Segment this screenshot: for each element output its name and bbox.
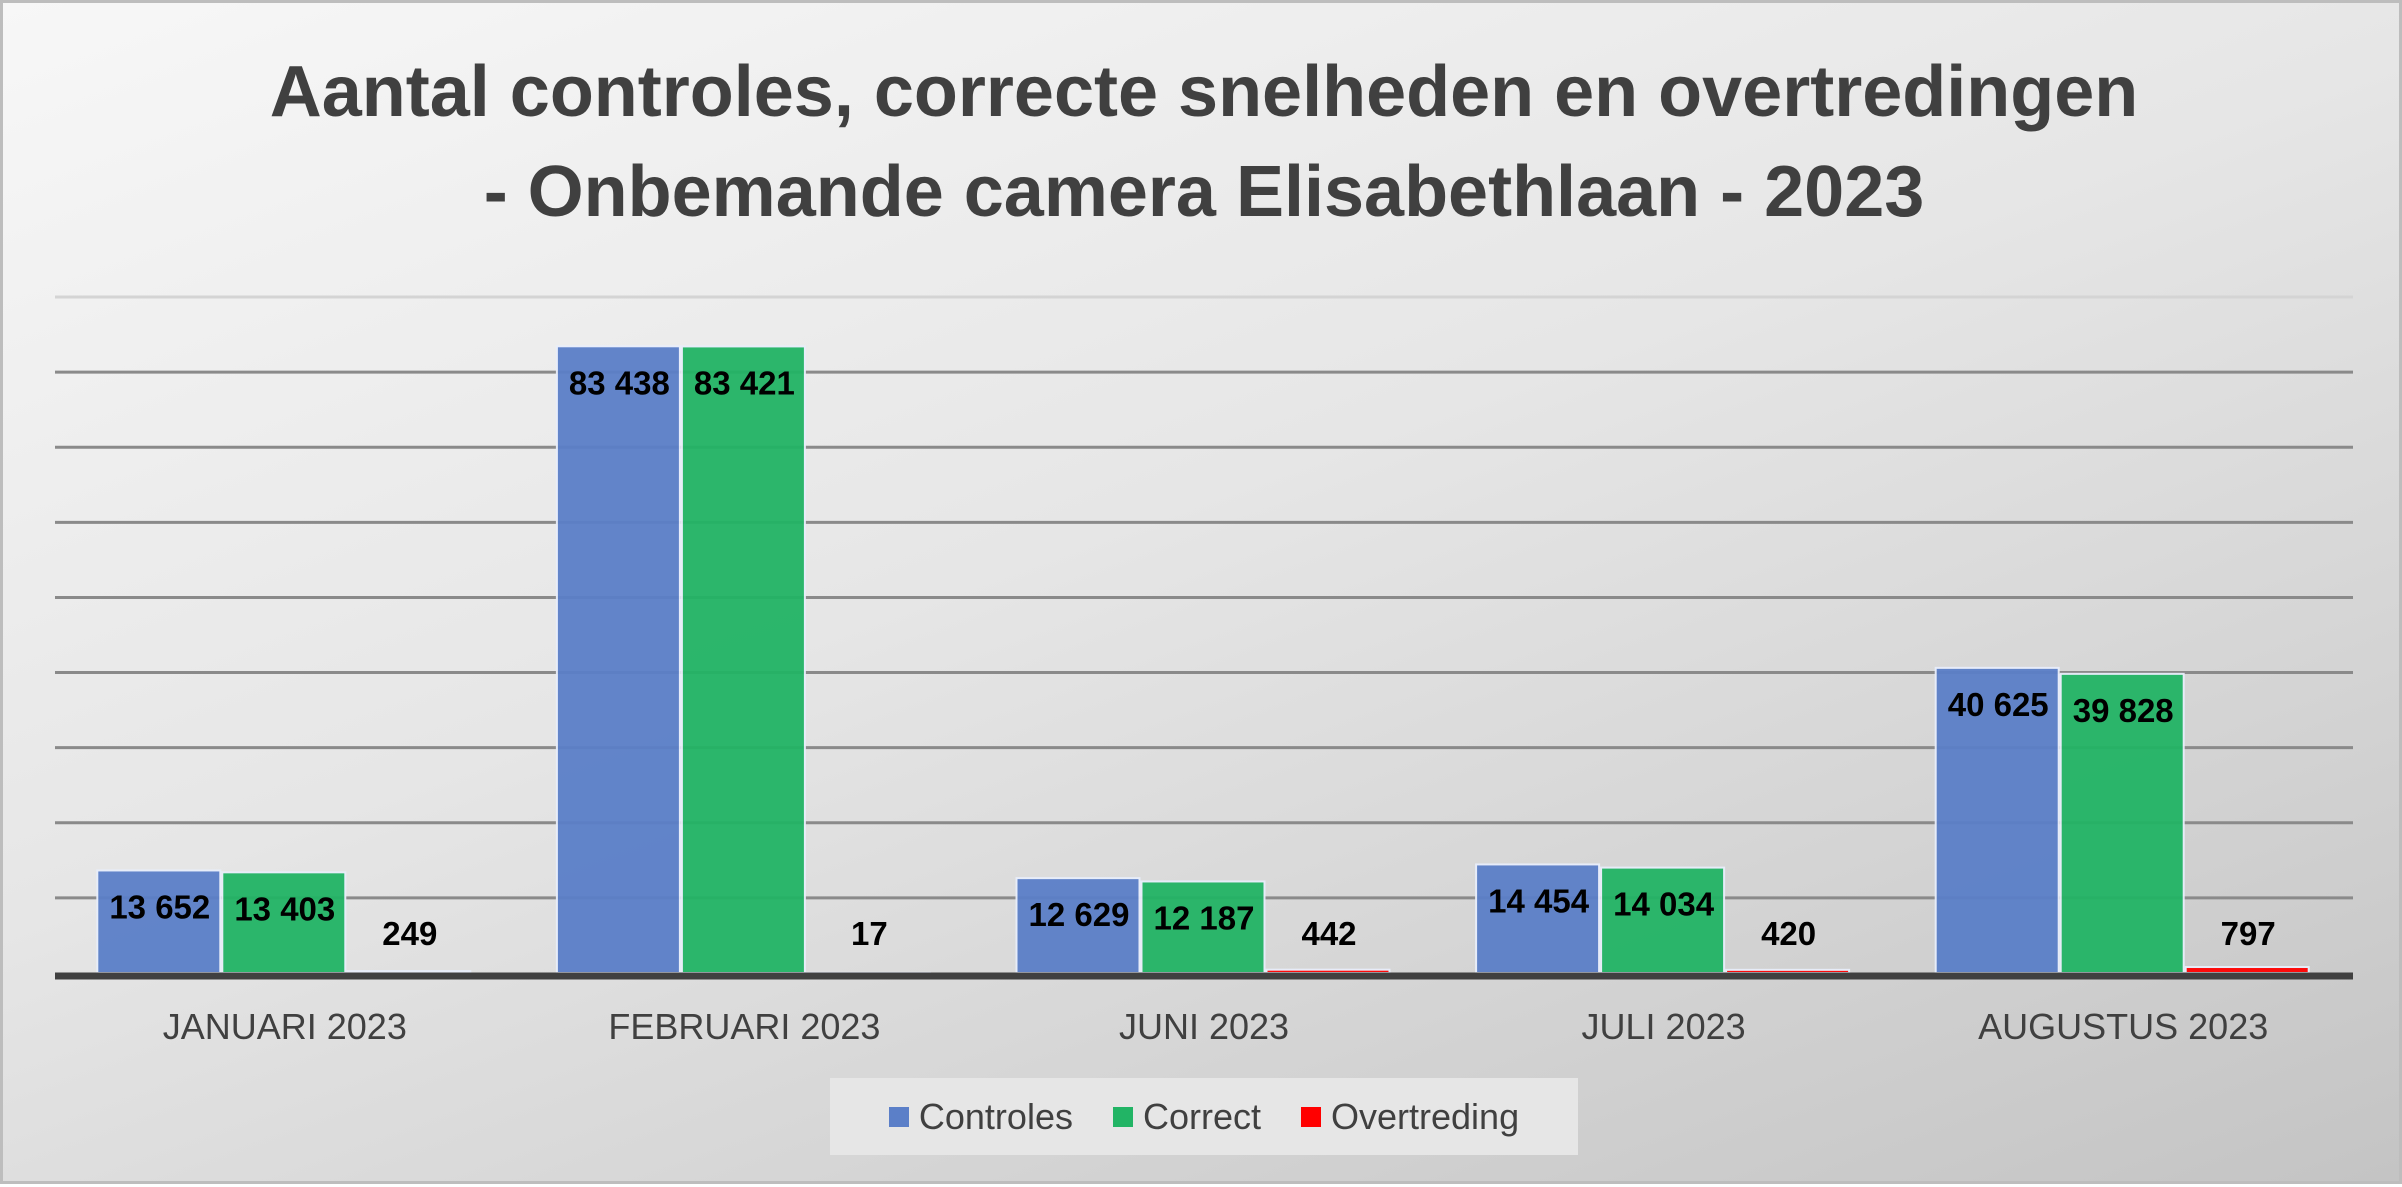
category-label: JUNI 2023 (1119, 1006, 1289, 1047)
legend-item-correct: Correct (1113, 1096, 1261, 1138)
legend-swatch-controles (889, 1107, 909, 1127)
data-label: 83 438 (569, 364, 670, 401)
data-label: 797 (2221, 915, 2276, 952)
category-label: JANUARI 2023 (163, 1006, 407, 1047)
data-label: 249 (382, 915, 437, 952)
data-label: 13 403 (234, 890, 335, 927)
legend-swatch-correct (1113, 1107, 1133, 1127)
category-label: FEBRUARI 2023 (608, 1006, 880, 1047)
data-label: 40 625 (1948, 686, 2049, 723)
data-label: 39 828 (2073, 692, 2174, 729)
bar-overtreding (2186, 967, 2309, 973)
legend-label: Controles (919, 1096, 1073, 1138)
bar-controles (557, 346, 680, 973)
category-label: JULI 2023 (1582, 1006, 1746, 1047)
data-label: 83 421 (694, 364, 795, 401)
data-label: 13 652 (109, 888, 210, 925)
legend-swatch-overtreding (1301, 1107, 1321, 1127)
data-label: 12 187 (1154, 899, 1255, 936)
legend-item-controles: Controles (889, 1096, 1073, 1138)
data-label: 17 (851, 915, 888, 952)
data-label: 442 (1301, 915, 1356, 952)
legend-label: Correct (1143, 1096, 1261, 1138)
category-label: AUGUSTUS 2023 (1978, 1006, 2268, 1047)
plot-area: 13 652 13 403 249 JANUARI 2023 83 438 83 421 1… (3, 3, 2402, 1187)
legend-item-overtreding: Overtreding (1301, 1096, 1519, 1138)
legend-label: Overtreding (1331, 1096, 1519, 1138)
bar-correct (682, 346, 805, 973)
data-label: 14 454 (1488, 882, 1590, 919)
data-label: 420 (1761, 915, 1816, 952)
legend: Controles Correct Overtreding (830, 1078, 1578, 1155)
data-label: 12 629 (1029, 896, 1130, 933)
data-label: 14 034 (1613, 886, 1715, 923)
